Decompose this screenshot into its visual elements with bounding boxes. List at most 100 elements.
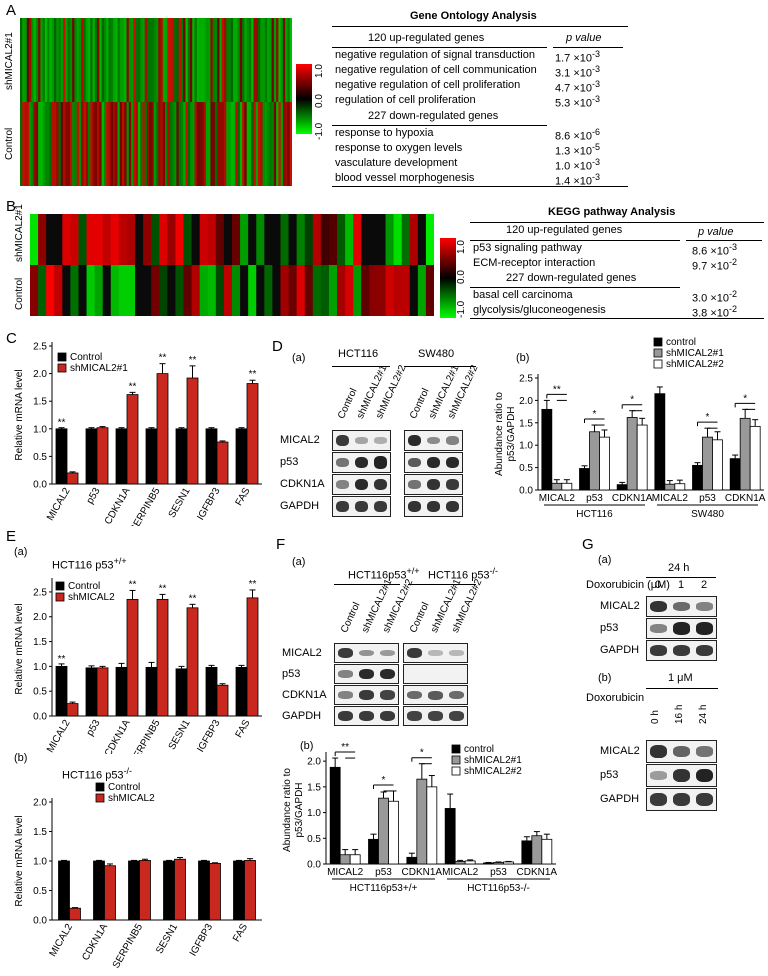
heat-cell bbox=[133, 102, 137, 186]
heat-cell bbox=[320, 265, 330, 316]
heat-cell bbox=[242, 102, 245, 186]
x-tick-label: CDKN1A bbox=[725, 493, 766, 504]
heat-cell bbox=[183, 18, 186, 103]
heat-cell bbox=[287, 18, 291, 103]
bar bbox=[55, 428, 68, 485]
chart-e-a: 0.0 0.5 1.0 1.5 2.0 2.5 Relative mRNA level ** M… bbox=[14, 578, 262, 754]
heat-cell bbox=[337, 214, 346, 266]
legend-label: control bbox=[666, 337, 696, 348]
heat-cell bbox=[171, 102, 175, 186]
heat-cell bbox=[151, 18, 155, 103]
heat-cell bbox=[24, 18, 28, 103]
blot-band bbox=[407, 647, 422, 659]
bar bbox=[599, 436, 610, 491]
heat-cell bbox=[78, 214, 88, 266]
x-tick-label: p53 bbox=[699, 493, 716, 504]
heat-cell bbox=[85, 18, 89, 103]
blot-band bbox=[696, 644, 713, 657]
heat-cell bbox=[269, 102, 273, 186]
heat-cell bbox=[377, 214, 387, 266]
heat-cell bbox=[212, 18, 216, 103]
heat-cell bbox=[271, 102, 275, 186]
g-dose-b-rule bbox=[646, 688, 718, 689]
pvalue-exponent: -2 bbox=[729, 304, 738, 314]
heat-cell bbox=[24, 102, 28, 186]
f-blot-strip bbox=[334, 643, 399, 663]
heat-cell bbox=[99, 102, 103, 186]
x-tick-label: IGFBP3 bbox=[195, 718, 223, 754]
group-label: HCT116p53-/- bbox=[467, 883, 530, 894]
legend-label: shMICAL2 bbox=[68, 592, 115, 603]
heat-cell bbox=[377, 265, 387, 316]
panel-label-g: G bbox=[582, 536, 594, 553]
x-tick-label: MICAL2 bbox=[539, 493, 576, 504]
heat-cell bbox=[237, 102, 241, 186]
heat-cell bbox=[187, 102, 191, 186]
heat-cell bbox=[76, 102, 80, 186]
panel-e-title-a: HCT116 p53+/+ bbox=[52, 556, 127, 572]
x-tick-label: p53 bbox=[490, 867, 507, 878]
sig-marker: * bbox=[593, 409, 597, 420]
heat-cell bbox=[167, 18, 171, 103]
heat-cell bbox=[101, 18, 105, 103]
heat-cell bbox=[149, 18, 152, 103]
heat-cell bbox=[144, 102, 148, 186]
heat-cell bbox=[51, 18, 55, 103]
y-tick-label: 1.0 bbox=[33, 424, 47, 435]
heat-cell bbox=[92, 18, 96, 103]
heat-cell bbox=[135, 18, 139, 103]
x-tick-label: SERPINB5 bbox=[128, 486, 162, 526]
heat-cell bbox=[90, 102, 94, 186]
kegg-down-header: 227 down-regulated genes bbox=[506, 272, 637, 284]
go-up-pvalue: 4.7 ×10-3 bbox=[555, 79, 601, 95]
blot-band bbox=[446, 500, 459, 513]
go-down-pvalue: 1.0 ×10-3 bbox=[555, 157, 601, 173]
legend-label: shMICAL2#2 bbox=[464, 766, 522, 777]
d-row-label: GAPDH bbox=[280, 500, 320, 512]
heat-cell bbox=[262, 102, 266, 186]
heat-cell bbox=[56, 102, 60, 186]
heat-cell bbox=[244, 102, 248, 186]
g-b-blot-strip bbox=[646, 740, 717, 763]
bar bbox=[426, 786, 438, 865]
heat-cell bbox=[273, 102, 277, 186]
heat-cell bbox=[146, 102, 150, 186]
y-axis-label: Relative mRNA level bbox=[14, 815, 25, 906]
y-tick-label: 1.0 bbox=[307, 808, 321, 819]
heat-cell bbox=[232, 265, 241, 316]
heat-cell bbox=[137, 102, 141, 186]
panel-label-c: C bbox=[6, 330, 17, 347]
group-label: HCT116p53+/+ bbox=[350, 883, 418, 894]
heat-cell bbox=[221, 18, 225, 103]
heat-cell bbox=[240, 265, 249, 316]
bar bbox=[128, 860, 140, 921]
heat-cell bbox=[54, 265, 63, 316]
g-b-blot-strip bbox=[646, 764, 717, 787]
kegg-rule-p bbox=[686, 240, 762, 241]
heat-cell bbox=[103, 18, 107, 103]
y-tick-label: 0.5 bbox=[33, 687, 47, 698]
heat-cell bbox=[124, 102, 128, 186]
legend-swatch bbox=[57, 352, 67, 362]
heat-cell bbox=[223, 214, 233, 266]
d-cellline-2: SW480 bbox=[418, 348, 455, 360]
heat-cell bbox=[217, 102, 220, 186]
go-rule-p bbox=[553, 47, 623, 48]
heat-cell bbox=[60, 102, 64, 186]
panel-label-f: F bbox=[276, 536, 286, 553]
heat-cell bbox=[49, 18, 53, 103]
pvalue-exponent: -6 bbox=[592, 127, 601, 137]
sig-marker: * bbox=[420, 748, 424, 759]
x-tick-label: MICAL2 bbox=[652, 493, 689, 504]
heat-cell bbox=[38, 214, 47, 266]
heat-cell bbox=[233, 102, 236, 186]
y-tick-label: 1.5 bbox=[519, 418, 533, 429]
heat-cell bbox=[271, 18, 275, 103]
x-tick-label: MICAL2 bbox=[48, 922, 76, 959]
heat-cell bbox=[124, 18, 128, 103]
sig-marker: ** bbox=[249, 579, 257, 590]
heat-cell bbox=[47, 102, 50, 186]
heat-cell bbox=[160, 18, 164, 103]
heat-cell bbox=[151, 265, 160, 316]
heat-cell bbox=[280, 102, 284, 186]
